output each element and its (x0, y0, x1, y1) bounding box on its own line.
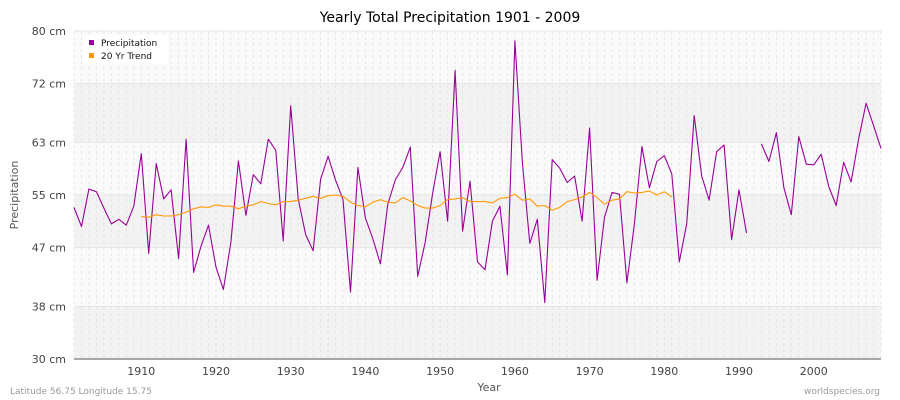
legend-box (82, 35, 168, 64)
y-tick-label: 55 cm (32, 189, 66, 202)
x-tick-label: 2000 (800, 365, 828, 378)
legend-swatch-precipitation (89, 40, 94, 45)
precipitation-line (73, 40, 748, 304)
legend-swatch-trend (89, 53, 94, 58)
chart-title: Yearly Total Precipitation 1901 - 2009 (319, 10, 581, 26)
x-axis-label: Year (476, 381, 501, 394)
y-tick-label: 30 cm (32, 353, 66, 366)
x-tick-label: 1950 (426, 365, 454, 378)
x-tick-label: 1920 (202, 365, 230, 378)
footer-source: worldspecies.org (804, 387, 880, 397)
y-tick-label: 38 cm (32, 301, 66, 314)
legend-label-precipitation: Precipitation (101, 39, 157, 49)
x-tick-label: 1990 (725, 365, 753, 378)
precipitation-line (760, 102, 882, 216)
y-tick-label: 72 cm (32, 77, 66, 90)
horizontal-gridlines (74, 30, 881, 360)
legend-label-trend: 20 Yr Trend (101, 52, 152, 62)
x-tick-label: 1970 (576, 365, 604, 378)
y-tick-label: 47 cm (32, 241, 66, 254)
y-axis-label: Precipitation (8, 161, 21, 230)
x-tick-label: 1930 (277, 365, 305, 378)
y-tick-label: 63 cm (32, 137, 66, 150)
y-tick-label: 80 cm (32, 25, 66, 38)
legend: Precipitation 20 Yr Trend (82, 35, 168, 64)
x-tick-label: 1940 (351, 365, 379, 378)
footer-coordinates: Latitude 56.75 Longitude 15.75 (10, 387, 152, 397)
y-axis-ticks: 30 cm 38 cm 47 cm 55 cm 63 cm 72 cm 80 cm (32, 25, 66, 366)
trend-line (141, 190, 673, 218)
series-lines (73, 40, 882, 304)
x-axis-ticks: 1910 1920 1930 1940 1950 1960 1970 1980 1990 2000 (127, 365, 828, 378)
band (74, 195, 881, 248)
x-tick-label: 1910 (127, 365, 155, 378)
x-tick-label: 1980 (650, 365, 678, 378)
x-tick-label: 1960 (501, 365, 529, 378)
